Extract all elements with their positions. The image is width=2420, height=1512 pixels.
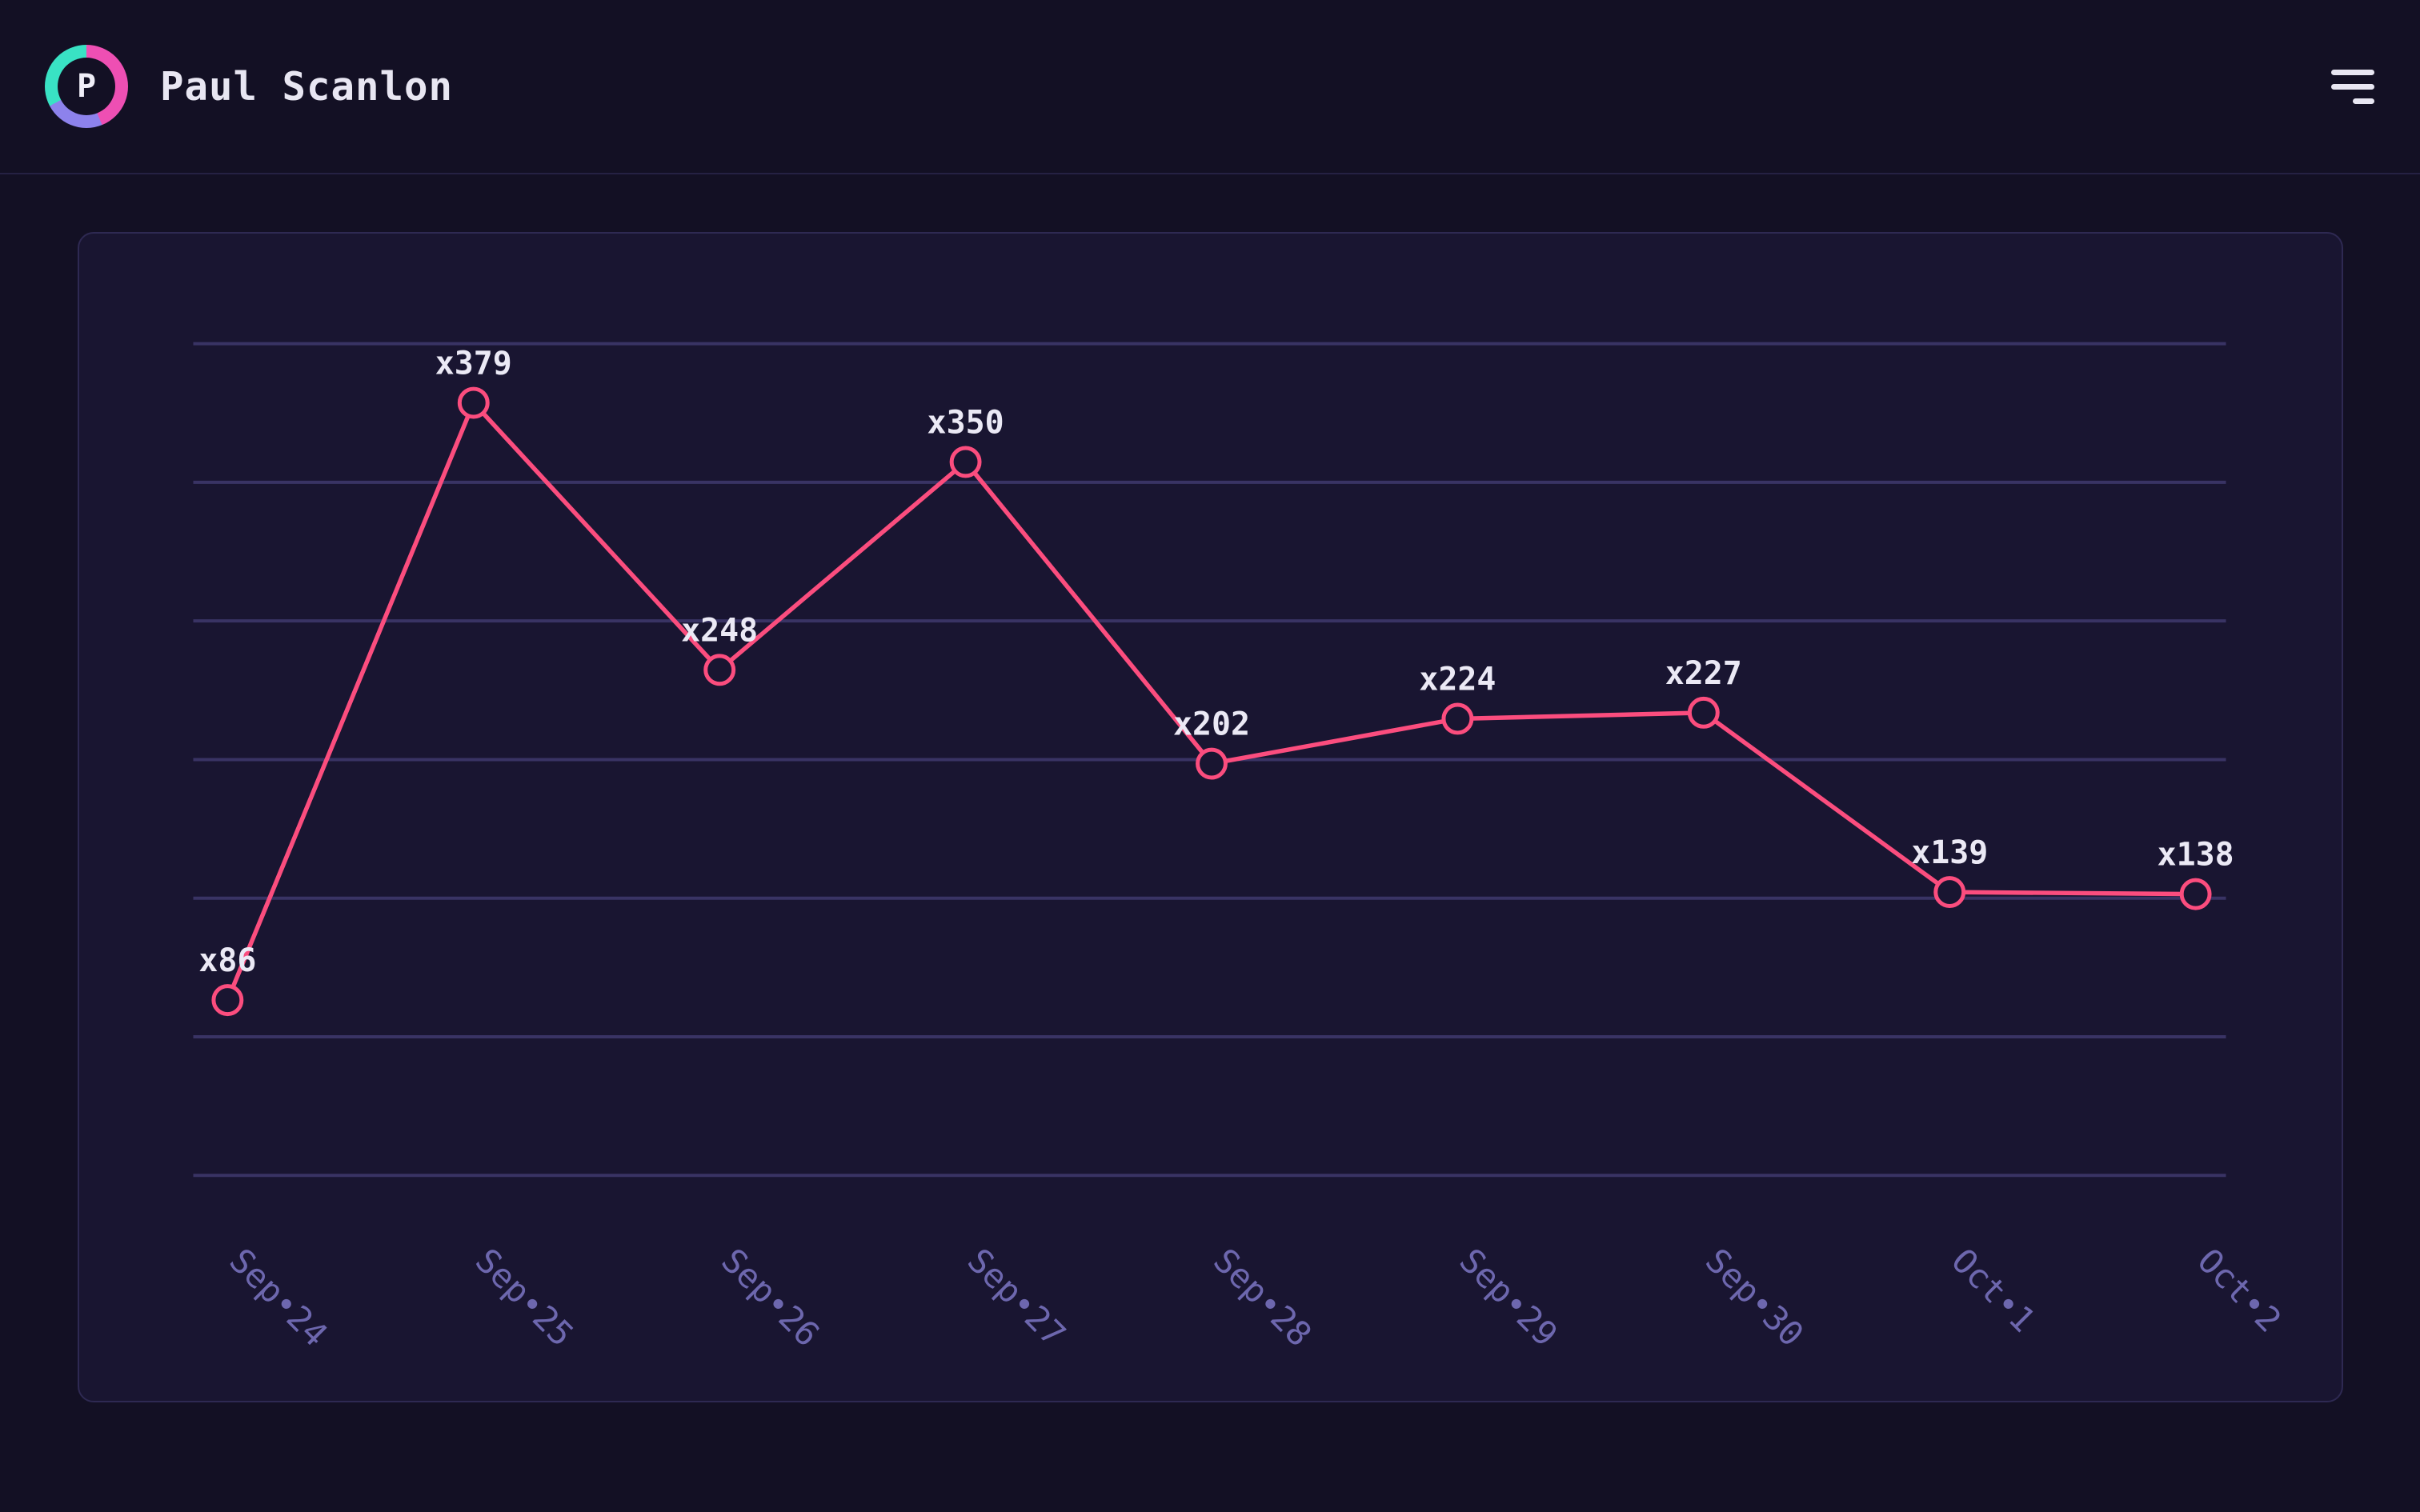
value-label: x379 bbox=[435, 346, 512, 382]
user-name: Paul Scanlon bbox=[160, 63, 454, 110]
value-label: x139 bbox=[1911, 834, 1988, 871]
hamburger-menu-icon bbox=[2353, 98, 2374, 104]
avatar-inner-circle: P bbox=[58, 58, 115, 115]
hamburger-menu-icon bbox=[2331, 83, 2374, 90]
value-label: x248 bbox=[681, 612, 758, 649]
x-axis-label: Sep•24 bbox=[222, 1241, 335, 1354]
data-point-marker[interactable] bbox=[1933, 876, 1966, 909]
data-point-marker[interactable] bbox=[1196, 747, 1228, 780]
x-axis-label: Oct•1 bbox=[1944, 1241, 2043, 1340]
menu-button[interactable] bbox=[2331, 62, 2374, 112]
value-label: x227 bbox=[1665, 655, 1742, 692]
avatar[interactable]: P bbox=[45, 45, 128, 128]
data-point-marker[interactable] bbox=[949, 446, 982, 478]
data-point-marker[interactable] bbox=[703, 654, 736, 686]
value-label: x86 bbox=[198, 942, 256, 979]
value-label: x350 bbox=[928, 405, 1004, 442]
main-content: x86 Sep•24 x379 Sep•25 x248 Sep•26 x350 Sep•27 x… bbox=[0, 174, 2420, 1402]
data-point-marker[interactable] bbox=[2179, 878, 2212, 910]
x-axis-label: Sep•29 bbox=[1452, 1241, 1565, 1354]
x-axis-label: Sep•27 bbox=[960, 1241, 1074, 1354]
avatar-initial: P bbox=[76, 68, 97, 105]
x-axis-label: Sep•30 bbox=[1698, 1241, 1812, 1354]
value-label: x224 bbox=[1419, 662, 1496, 698]
x-axis-label: Sep•25 bbox=[468, 1241, 582, 1354]
x-axis-label: Sep•26 bbox=[714, 1241, 827, 1354]
x-axis-label: Sep•28 bbox=[1206, 1241, 1320, 1354]
series-line bbox=[225, 400, 2198, 1002]
chart-card: x86 Sep•24 x379 Sep•25 x248 Sep•26 x350 Sep•27 x… bbox=[78, 232, 2343, 1402]
value-label: x202 bbox=[1173, 706, 1250, 743]
data-point-marker[interactable] bbox=[457, 386, 490, 419]
value-label: x138 bbox=[2158, 837, 2234, 874]
line-chart: x86 Sep•24 x379 Sep•25 x248 Sep•26 x350 Sep•27 x… bbox=[193, 342, 2290, 1354]
hamburger-menu-icon bbox=[2331, 69, 2374, 75]
app-header: P Paul Scanlon bbox=[0, 0, 2420, 174]
data-point-marker[interactable] bbox=[211, 984, 244, 1017]
data-point-marker[interactable] bbox=[1441, 702, 1474, 735]
x-axis-label: Oct•2 bbox=[2190, 1241, 2290, 1340]
data-point-marker[interactable] bbox=[1687, 696, 1720, 729]
